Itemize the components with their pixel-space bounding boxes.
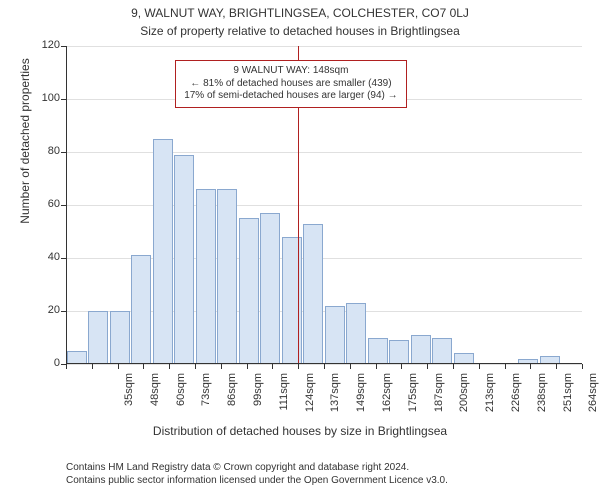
annotation-line: ← 81% of detached houses are smaller (43…: [184, 78, 397, 91]
y-tick-label: 60: [30, 198, 60, 210]
page-title-line2: Size of property relative to detached ho…: [0, 24, 600, 38]
x-axis-label: Distribution of detached houses by size …: [0, 424, 600, 438]
histogram-bar: [239, 218, 259, 364]
y-tick-label: 80: [30, 145, 60, 157]
y-axis-label: Number of detached properties: [18, 0, 32, 300]
y-tick-label: 40: [30, 251, 60, 263]
histogram-bar: [153, 139, 173, 364]
histogram-bar: [346, 303, 366, 364]
histogram-bar: [368, 338, 388, 365]
footer-line: Contains HM Land Registry data © Crown c…: [66, 462, 448, 475]
annotation-line: 17% of semi-detached houses are larger (…: [184, 90, 397, 103]
histogram-bar: [260, 213, 280, 364]
histogram-bar: [389, 340, 409, 364]
annotation-box: 9 WALNUT WAY: 148sqm← 81% of detached ho…: [175, 60, 406, 108]
histogram-bar: [303, 224, 323, 364]
y-tick-label: 0: [30, 357, 60, 369]
y-axis-line: [66, 46, 67, 364]
histogram-bar: [131, 255, 151, 364]
histogram-bar: [196, 189, 216, 364]
histogram-bar: [217, 189, 237, 364]
histogram-bar: [432, 338, 452, 365]
annotation-line: 9 WALNUT WAY: 148sqm: [184, 65, 397, 78]
footer-attribution: Contains HM Land Registry data © Crown c…: [66, 462, 448, 487]
y-tick-label: 120: [30, 39, 60, 51]
y-tick-label: 20: [30, 304, 60, 316]
page-title-line1: 9, WALNUT WAY, BRIGHTLINGSEA, COLCHESTER…: [0, 6, 600, 20]
histogram-bar: [110, 311, 130, 364]
histogram-bar: [67, 351, 87, 364]
footer-line: Contains public sector information licen…: [66, 475, 448, 488]
histogram-bar: [174, 155, 194, 364]
y-tick-label: 100: [30, 92, 60, 104]
histogram-bar: [88, 311, 108, 364]
histogram-bar: [411, 335, 431, 364]
histogram-bar: [325, 306, 345, 364]
